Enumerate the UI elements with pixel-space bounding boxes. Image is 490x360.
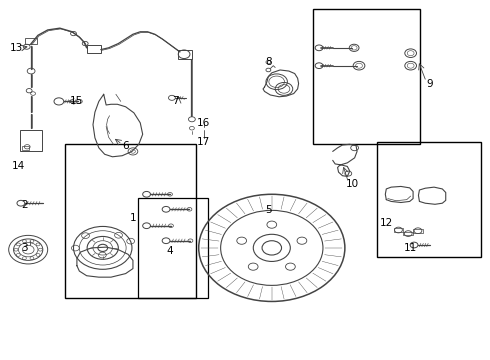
Bar: [138, 198, 208, 298]
Text: 2: 2: [22, 200, 28, 210]
Bar: [403, 232, 413, 235]
Text: 5: 5: [265, 205, 271, 215]
Bar: [413, 229, 423, 233]
Text: 16: 16: [197, 118, 210, 128]
Bar: [87, 45, 101, 53]
Text: 17: 17: [197, 138, 210, 148]
Text: 1: 1: [130, 212, 136, 222]
Bar: [178, 50, 193, 59]
Text: 8: 8: [265, 57, 271, 67]
Text: 4: 4: [166, 247, 173, 256]
Bar: [376, 143, 481, 257]
Text: 10: 10: [345, 179, 359, 189]
Bar: [22, 146, 29, 150]
Text: 14: 14: [12, 161, 25, 171]
Bar: [25, 38, 37, 44]
Text: 13: 13: [9, 43, 23, 53]
Bar: [65, 144, 196, 298]
Text: 3: 3: [22, 243, 28, 253]
Text: 15: 15: [70, 96, 83, 107]
Text: 11: 11: [404, 243, 417, 253]
Text: 7: 7: [172, 96, 179, 107]
Bar: [20, 130, 42, 152]
Bar: [393, 228, 403, 232]
Text: 9: 9: [427, 78, 434, 89]
Text: 6: 6: [122, 141, 129, 151]
Bar: [313, 9, 420, 144]
Text: 12: 12: [380, 218, 393, 228]
